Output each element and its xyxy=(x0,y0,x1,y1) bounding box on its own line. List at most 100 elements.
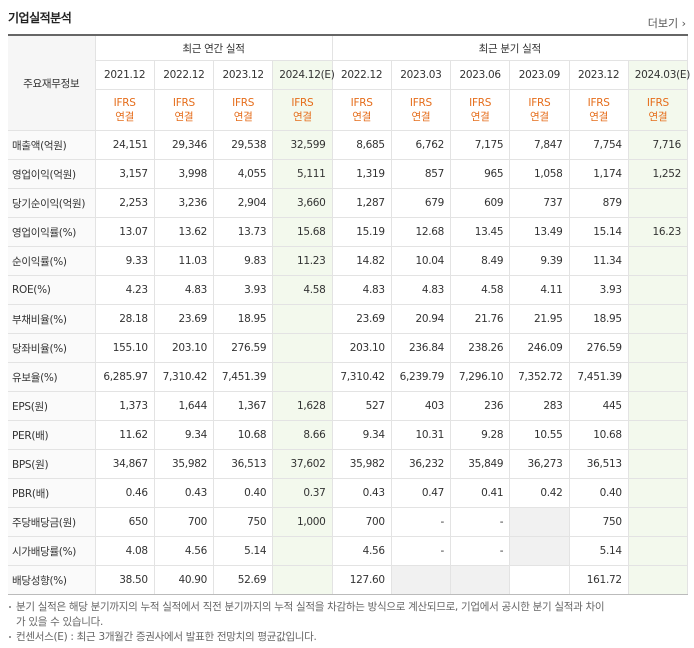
period-cell: 2023.12 xyxy=(213,60,274,90)
value-cell: 14.82 xyxy=(331,246,392,276)
value-cell: 6,239.79 xyxy=(391,362,452,392)
value-cell: 24,151 xyxy=(95,130,155,160)
value-cell: 13.45 xyxy=(450,217,511,247)
value-cell: 7,716 xyxy=(628,130,689,160)
value-cell: 3.93 xyxy=(213,275,274,305)
value-cell: 527 xyxy=(331,391,392,421)
value-cell xyxy=(628,333,689,363)
value-cell: 13.49 xyxy=(509,217,570,247)
period-cell: 2021.12 xyxy=(95,60,155,90)
value-cell xyxy=(272,304,333,334)
value-cell: 1,058 xyxy=(509,159,570,189)
value-cell: 1,628 xyxy=(272,391,333,421)
group-header: 최근 분기 실적 xyxy=(331,34,688,61)
data-row: 시가배당률(%) 4.08 4.56 5.14 4.56- -5.14 xyxy=(8,536,689,566)
value-cell xyxy=(628,246,689,276)
period-cell: 2023.12 xyxy=(569,60,629,90)
value-cell: 276.59 xyxy=(213,333,274,363)
value-cell: 9.34 xyxy=(331,420,392,450)
value-cell: 238.26 xyxy=(450,333,511,363)
value-cell: 38.50 xyxy=(95,565,155,595)
more-text[interactable]: 더보기 xyxy=(647,17,679,30)
row-label: 배당성향(%) xyxy=(8,565,96,595)
value-cell xyxy=(628,304,689,334)
value-cell: 5.14 xyxy=(213,536,274,566)
row-label: 당기순이익(억원) xyxy=(8,188,96,218)
value-cell: 965 xyxy=(450,159,511,189)
value-cell: 700 xyxy=(154,507,215,537)
standard-cell: IFRS 연결 xyxy=(391,89,452,131)
value-cell: 13.73 xyxy=(213,217,274,247)
row-label: 매출액(억원) xyxy=(8,130,96,160)
row-label: 시가배당률(%) xyxy=(8,536,96,566)
value-cell: 203.10 xyxy=(154,333,215,363)
value-cell xyxy=(272,333,333,363)
data-row: PER(배) 11.62 9.34 10.68 8.66 9.34 10.31 9.28 10.… xyxy=(8,420,689,450)
value-cell: 35,849 xyxy=(450,449,511,479)
value-cell xyxy=(628,420,689,450)
value-cell: 4.23 xyxy=(95,275,155,305)
value-cell: 29,538 xyxy=(213,130,274,160)
value-cell: 6,762 xyxy=(391,130,452,160)
value-cell xyxy=(628,478,689,508)
period-cell: 2022.12 xyxy=(154,60,215,90)
value-cell xyxy=(628,188,689,218)
value-cell: 9.28 xyxy=(450,420,511,450)
row-label: EPS(원) xyxy=(8,391,96,421)
value-cell: 10.68 xyxy=(213,420,274,450)
data-row: ROE(%) 4.23 4.83 3.93 4.58 4.83 4.83 4.58 4.11 3.… xyxy=(8,275,689,305)
value-cell: 161.72 xyxy=(569,565,629,595)
value-cell: 36,513 xyxy=(569,449,629,479)
value-cell xyxy=(272,536,333,566)
more-link[interactable]: 더보기 › xyxy=(647,17,686,30)
data-row: 순이익률(%) 9.33 11.03 9.83 11.23 14.82 10.04 8.49 9… xyxy=(8,246,689,276)
data-row: 영업이익률(%) 13.07 13.62 13.73 15.68 15.19 12.68 13… xyxy=(8,217,689,247)
period-cell: 2023.06 xyxy=(450,60,511,90)
row-label: ROE(%) xyxy=(8,275,96,305)
value-cell: 15.19 xyxy=(331,217,392,247)
value-cell: 276.59 xyxy=(569,333,629,363)
period-cell: 2023.03 xyxy=(391,60,452,90)
value-cell: 6,285.97 xyxy=(95,362,155,392)
value-cell: 12.68 xyxy=(391,217,452,247)
value-cell: 5.14 xyxy=(569,536,629,566)
value-cell: 1,287 xyxy=(331,188,392,218)
row-label: 주당배당금(원) xyxy=(8,507,96,537)
value-cell: 52.69 xyxy=(213,565,274,595)
value-cell: 1,373 xyxy=(95,391,155,421)
value-cell: 15.68 xyxy=(272,217,333,247)
value-cell: 3,660 xyxy=(272,188,333,218)
data-row: PBR(배) 0.46 0.43 0.40 0.37 0.43 0.47 0.41 0.42 0.… xyxy=(8,478,689,508)
value-cell: 4.58 xyxy=(450,275,511,305)
period-cell: 2023.09 xyxy=(509,60,570,90)
value-cell: - xyxy=(391,507,452,537)
value-cell: 203.10 xyxy=(331,333,392,363)
value-cell xyxy=(509,536,570,566)
row-label: 당좌비율(%) xyxy=(8,333,96,363)
value-cell: 10.55 xyxy=(509,420,570,450)
value-cell: 23.69 xyxy=(154,304,215,334)
data-row: BPS(원) 34,867 35,982 36,513 37,602 35,982 36,2… xyxy=(8,449,689,479)
value-cell: 11.62 xyxy=(95,420,155,450)
value-cell: 3,236 xyxy=(154,188,215,218)
value-cell: 879 xyxy=(569,188,629,218)
value-cell: 4,055 xyxy=(213,159,274,189)
value-cell: 3,998 xyxy=(154,159,215,189)
value-cell: 7,352.72 xyxy=(509,362,570,392)
value-cell: - xyxy=(450,507,511,537)
data-row: 당기순이익(억원) 2,253 3,236 2,904 3,660 1,287 679 609… xyxy=(8,188,689,218)
value-cell xyxy=(628,391,689,421)
value-cell: 11.34 xyxy=(569,246,629,276)
value-cell: 8.49 xyxy=(450,246,511,276)
value-cell xyxy=(509,565,570,595)
value-cell: 16.23 xyxy=(628,217,689,247)
value-cell: 445 xyxy=(569,391,629,421)
value-cell: 1,174 xyxy=(569,159,629,189)
value-cell xyxy=(628,449,689,479)
value-cell: 11.03 xyxy=(154,246,215,276)
value-cell: 650 xyxy=(95,507,155,537)
note: 분기 실적은 해당 분기까지의 누적 실적에서 직전 분기까지의 누적 실적을 … xyxy=(8,600,608,630)
value-cell: 5,111 xyxy=(272,159,333,189)
value-cell: 750 xyxy=(569,507,629,537)
